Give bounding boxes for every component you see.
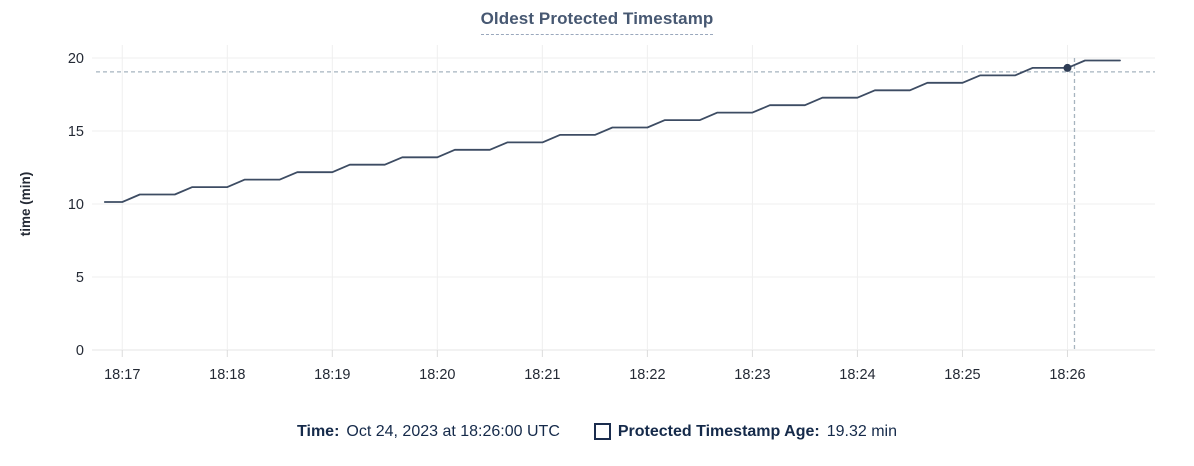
h-gridlines [92,57,1155,351]
legend-series-label: Protected Timestamp Age: [617,423,820,440]
y-axis-tick-labels: 0 5 10 15 20 [68,51,84,359]
legend-time-label: Time: [297,423,340,440]
legend: Time: Oct 24, 2023 at 18:26:00 UTC Prote… [0,421,1194,442]
y-tick-label: 10 [68,197,84,213]
x-tick-label: 18:23 [734,367,770,383]
x-tick-label: 18:26 [1049,367,1085,383]
x-tick-label: 18:22 [629,367,665,383]
v-gridlines [121,45,1068,357]
y-tick-label: 20 [68,51,84,67]
chart-title[interactable]: Oldest Protected Timestamp [480,9,714,35]
highlight-dot [1063,63,1072,72]
legend-time-group: Time: Oct 24, 2023 at 18:26:00 UTC [297,421,560,442]
legend-series-value: 19.32 min [826,423,897,440]
x-axis-tick-labels: 18:17 18:18 18:19 18:20 18:21 18:22 18:23 18:24… [104,367,1086,383]
legend-series-group[interactable]: Protected Timestamp Age: 19.32 min [593,421,897,442]
x-tick-label: 18:25 [944,367,980,383]
y-tick-label: 5 [76,270,84,286]
hover-crosshair [96,58,1155,350]
y-axis-title: time (min) [18,172,33,237]
y-tick-label: 0 [76,343,84,359]
x-tick-label: 18:24 [839,367,875,383]
x-tick-label: 18:18 [209,367,245,383]
series-swatch-checkbox[interactable] [593,423,611,440]
y-tick-label: 15 [68,124,84,140]
x-tick-label: 18:20 [419,367,455,383]
x-tick-label: 18:17 [104,367,140,383]
chart-title-row: Oldest Protected Timestamp [0,9,1194,35]
legend-time-value: Oct 24, 2023 at 18:26:00 UTC [346,423,560,440]
series-line [103,59,1121,203]
x-tick-label: 18:19 [314,367,350,383]
x-tick-label: 18:21 [524,367,560,383]
